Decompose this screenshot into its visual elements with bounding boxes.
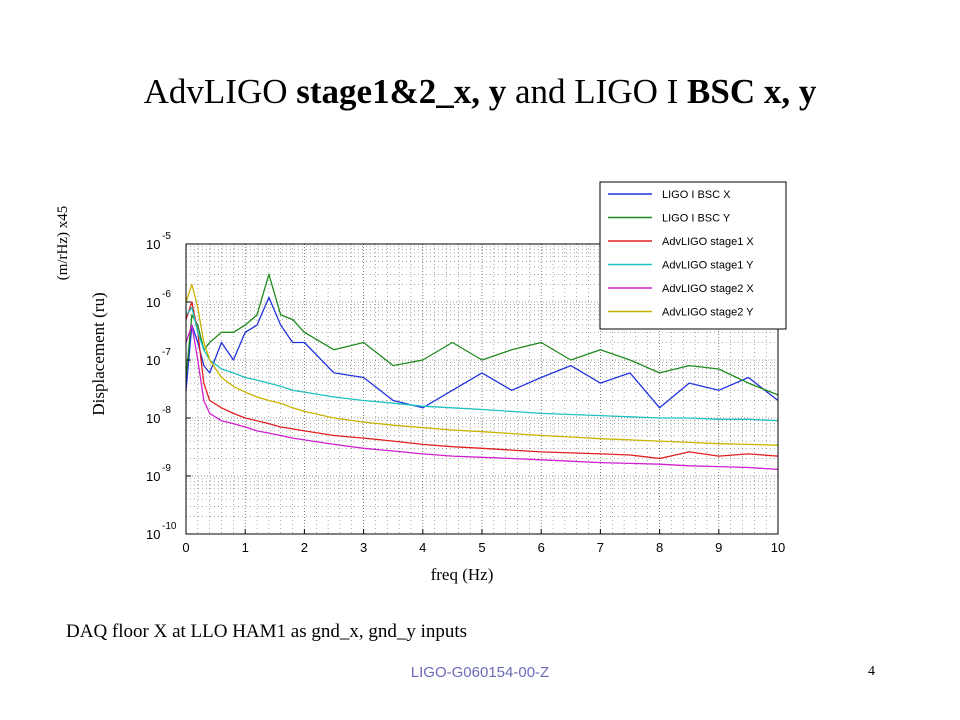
y-tick-label: 10	[146, 295, 160, 310]
series-line-4	[185, 324, 779, 471]
y-axis-unit-label: (m/rHz) x45	[55, 206, 71, 281]
document-id-footer: LIGO-G060154-00-Z	[410, 664, 550, 681]
x-tick-label: 4	[419, 540, 426, 555]
title-part-0: AdvLIGO	[143, 72, 297, 111]
series-line-0	[185, 296, 779, 409]
x-axis-label: freq (Hz)	[431, 565, 494, 584]
legend-label-1: LIGO I BSC Y	[662, 213, 731, 225]
x-tick-label: 9	[715, 540, 722, 555]
x-tick-label: 10	[771, 540, 785, 555]
y-tick-label: 10	[146, 237, 160, 252]
y-tick-exponent: -9	[162, 463, 171, 474]
legend-box	[599, 181, 787, 330]
x-tick-label: 1	[242, 540, 249, 555]
series-line-1	[185, 273, 779, 396]
x-tick-label: 5	[478, 540, 485, 555]
title-part-2: and LIGO I	[506, 72, 688, 111]
y-tick-label: 10	[146, 527, 160, 542]
page-number: 4	[868, 664, 875, 679]
x-tick-label: 2	[301, 540, 308, 555]
slide-caption: DAQ floor X at LLO HAM1 as gnd_x, gnd_y …	[66, 621, 468, 642]
y-tick-label: 10	[146, 469, 160, 484]
series-line-3	[185, 306, 779, 422]
slide-title: AdvLIGO stage1&2_x, y and LIGO I BSC x, …	[0, 72, 960, 112]
y-tick-exponent: -8	[162, 405, 171, 416]
y-tick-label: 10	[146, 353, 160, 368]
y-tick-label: 10	[146, 411, 160, 426]
x-tick-label: 7	[597, 540, 604, 555]
y-tick-exponent: -7	[162, 347, 171, 358]
title-part-3: BSC x, y	[687, 72, 817, 111]
y-tick-exponent: -6	[162, 289, 171, 300]
chart-series	[185, 273, 779, 471]
legend-label-2: AdvLIGO stage1 X	[662, 236, 754, 248]
y-tick-exponent: -5	[162, 231, 171, 242]
y-axis-label: Displacement (ru)	[89, 292, 108, 415]
legend-label-4: AdvLIGO stage2 X	[662, 283, 754, 295]
x-tick-label: 8	[656, 540, 663, 555]
legend-label-3: AdvLIGO stage1 Y	[662, 260, 754, 272]
x-tick-label: 3	[360, 540, 367, 555]
legend-label-5: AdvLIGO stage2 Y	[662, 307, 754, 319]
legend-label-0: LIGO I BSC X	[662, 189, 731, 201]
series-line-5	[185, 283, 779, 446]
x-tick-label: 0	[182, 540, 189, 555]
y-tick-exponent: -10	[162, 521, 177, 532]
series-line-2	[185, 301, 779, 460]
title-part-1: stage1&2_x, y	[296, 72, 507, 111]
x-tick-label: 6	[538, 540, 545, 555]
chart-legend: LIGO I BSC X LIGO I BSC Y AdvLIGO stage1 X…	[599, 181, 787, 330]
